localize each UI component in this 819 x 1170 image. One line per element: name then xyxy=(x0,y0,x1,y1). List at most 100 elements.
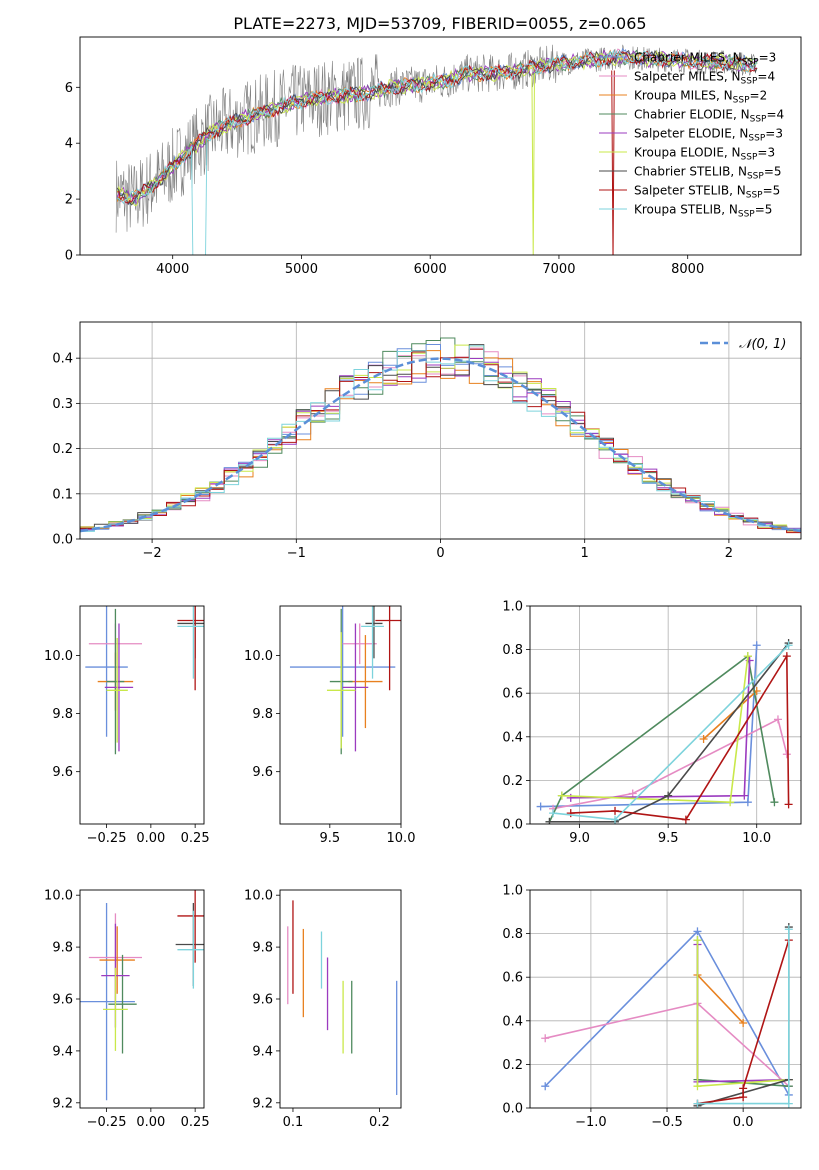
weight-line-salpeter-stelib xyxy=(697,939,790,1105)
y-tick-label: 0.2 xyxy=(502,774,523,789)
legend-label-sub: SSP xyxy=(748,134,765,144)
y-tick-label: 9.8 xyxy=(52,707,73,722)
legend-label-suffix: =3 xyxy=(759,51,777,65)
x-tick-label: 0.25 xyxy=(181,1115,210,1130)
weight-marker xyxy=(784,800,793,809)
weight-marker xyxy=(743,652,752,661)
observed-spectrum-line xyxy=(115,44,758,233)
x-tick-label: 4000 xyxy=(156,262,189,277)
y-tick-label: 9.4 xyxy=(252,1044,273,1059)
x-tick-label: 6000 xyxy=(414,262,447,277)
y-tick-label: 0 xyxy=(65,249,73,264)
y-tick-label: 0.2 xyxy=(52,442,73,457)
model-spectrum-salpeter-stelib xyxy=(117,49,757,204)
legend-label-main: Kroupa STELIB, N xyxy=(634,203,738,217)
legend-label: 𝒩(0, 1) xyxy=(739,337,786,352)
plot-area-age_vs_mass xyxy=(289,606,401,755)
weight-line-kroupa-miles xyxy=(696,974,744,1024)
plot-area-mass_vs_ebv xyxy=(287,900,398,1096)
weight-marker xyxy=(782,652,791,661)
plot-area-age_vs_Z xyxy=(85,606,204,755)
errorbar-kroupa-miles xyxy=(99,926,135,994)
errorbar-salpeter-stelib xyxy=(177,890,204,963)
weight-marker xyxy=(566,809,575,818)
weight-marker xyxy=(693,936,702,945)
weight-marker xyxy=(541,1034,550,1043)
weight-marker xyxy=(726,798,735,807)
y-tick-label: 9.8 xyxy=(252,941,273,956)
weight-marker xyxy=(545,817,554,824)
axes-frame xyxy=(79,321,802,540)
legend-label-main: Salpeter STELIB, N xyxy=(634,184,746,198)
y-tick-label: 0.1 xyxy=(52,487,73,502)
weight-marker xyxy=(784,925,793,934)
weight-marker xyxy=(611,806,620,815)
errorbar-salpeter-elodie xyxy=(104,623,134,752)
weight-marker xyxy=(739,1018,748,1027)
x-tick-label: 2 xyxy=(725,546,733,561)
x-tick-label: 7000 xyxy=(542,262,575,277)
y-tick-label: 9.2 xyxy=(52,1096,73,1111)
weight-marker xyxy=(549,809,558,818)
legend-label-main: Salpeter MILES, N xyxy=(634,70,741,84)
legend-label: Salpeter ELODIE, NSSP=3 xyxy=(634,127,783,144)
x-tick-label: 8000 xyxy=(671,262,704,277)
legend-label: Chabrier STELIB, NSSP=5 xyxy=(634,165,782,182)
legend-label: Chabrier MILES, NSSP=3 xyxy=(634,51,776,68)
weight-marker xyxy=(628,789,637,798)
x-tick-label: 9.5 xyxy=(658,831,679,846)
y-tick-label: 0.4 xyxy=(502,1014,523,1029)
y-tick-label: 2 xyxy=(65,193,73,208)
errorbar-salpeter-stelib xyxy=(375,606,401,691)
panel-age_vs_Z: −0.25 0.00 0.25 9.6 9.8 10.0 xyxy=(44,605,210,846)
y-tick-label: 6 xyxy=(65,81,73,96)
weight-marker xyxy=(693,927,702,936)
weight-marker xyxy=(743,798,752,807)
axes-frame xyxy=(529,889,802,1109)
errorbar-salpeter-miles xyxy=(342,623,377,665)
histogram-kroupa-stelib xyxy=(80,345,801,532)
model-spectrum-kroupa-elodie xyxy=(116,50,758,207)
x-tick-label: 5000 xyxy=(285,262,318,277)
x-tick-label: 10.0 xyxy=(387,831,416,846)
figure-title: PLATE=2273, MJD=53709, FIBERID=0055, z=0… xyxy=(233,14,646,33)
legend-label-suffix: =5 xyxy=(764,165,782,179)
errorbar-chabrier-miles xyxy=(289,606,396,737)
weight-marker xyxy=(784,1099,793,1108)
legend-label-sub: SSP xyxy=(733,96,750,106)
legend-label-sub: SSP xyxy=(738,210,755,220)
legend-label-suffix: =3 xyxy=(757,146,775,160)
errorbar-kroupa-stelib xyxy=(361,606,384,679)
x-tick-label: −0.25 xyxy=(87,831,127,846)
y-tick-label: 9.6 xyxy=(52,765,73,780)
weight-marker xyxy=(739,1084,748,1093)
weight-marker xyxy=(566,793,575,802)
x-tick-label: 0.0 xyxy=(733,1115,754,1130)
y-tick-label: 9.2 xyxy=(252,1096,273,1111)
weight-marker xyxy=(693,1082,702,1091)
legend-label-sub: SSP xyxy=(750,115,767,125)
y-tick-label: 0.4 xyxy=(502,730,523,745)
legend-label-suffix: =3 xyxy=(765,127,783,141)
errorbar-salpeter-stelib xyxy=(177,606,204,691)
y-tick-label: 9.4 xyxy=(52,1044,73,1059)
x-tick-label: 0.1 xyxy=(283,1115,304,1130)
x-tick-label: 1 xyxy=(581,546,589,561)
histogram-chabrier-elodie xyxy=(80,337,801,531)
y-tick-label: 10.0 xyxy=(44,889,73,904)
legend-label-main: Chabrier ELODIE, N xyxy=(634,108,750,122)
weight-marker xyxy=(773,715,782,724)
y-tick-label: 0.0 xyxy=(502,818,523,833)
plot-area-mass_vs_Z xyxy=(80,890,204,1101)
weight-marker xyxy=(739,1093,748,1102)
legend-label-sub: SSP xyxy=(747,172,764,182)
weight-marker xyxy=(782,750,791,759)
errorbar-kroupa-stelib xyxy=(177,606,204,679)
telluric-dip xyxy=(531,73,535,255)
weight-line-chabrier-elodie xyxy=(548,654,776,823)
panel-mass_vs_ebv: 0.1 0.2 9.2 9.4 9.6 9.8 10.0 xyxy=(244,889,402,1130)
y-tick-label: 0.6 xyxy=(502,971,523,986)
axes-frame xyxy=(79,605,205,825)
errorbar-kroupa-elodie xyxy=(326,632,356,749)
